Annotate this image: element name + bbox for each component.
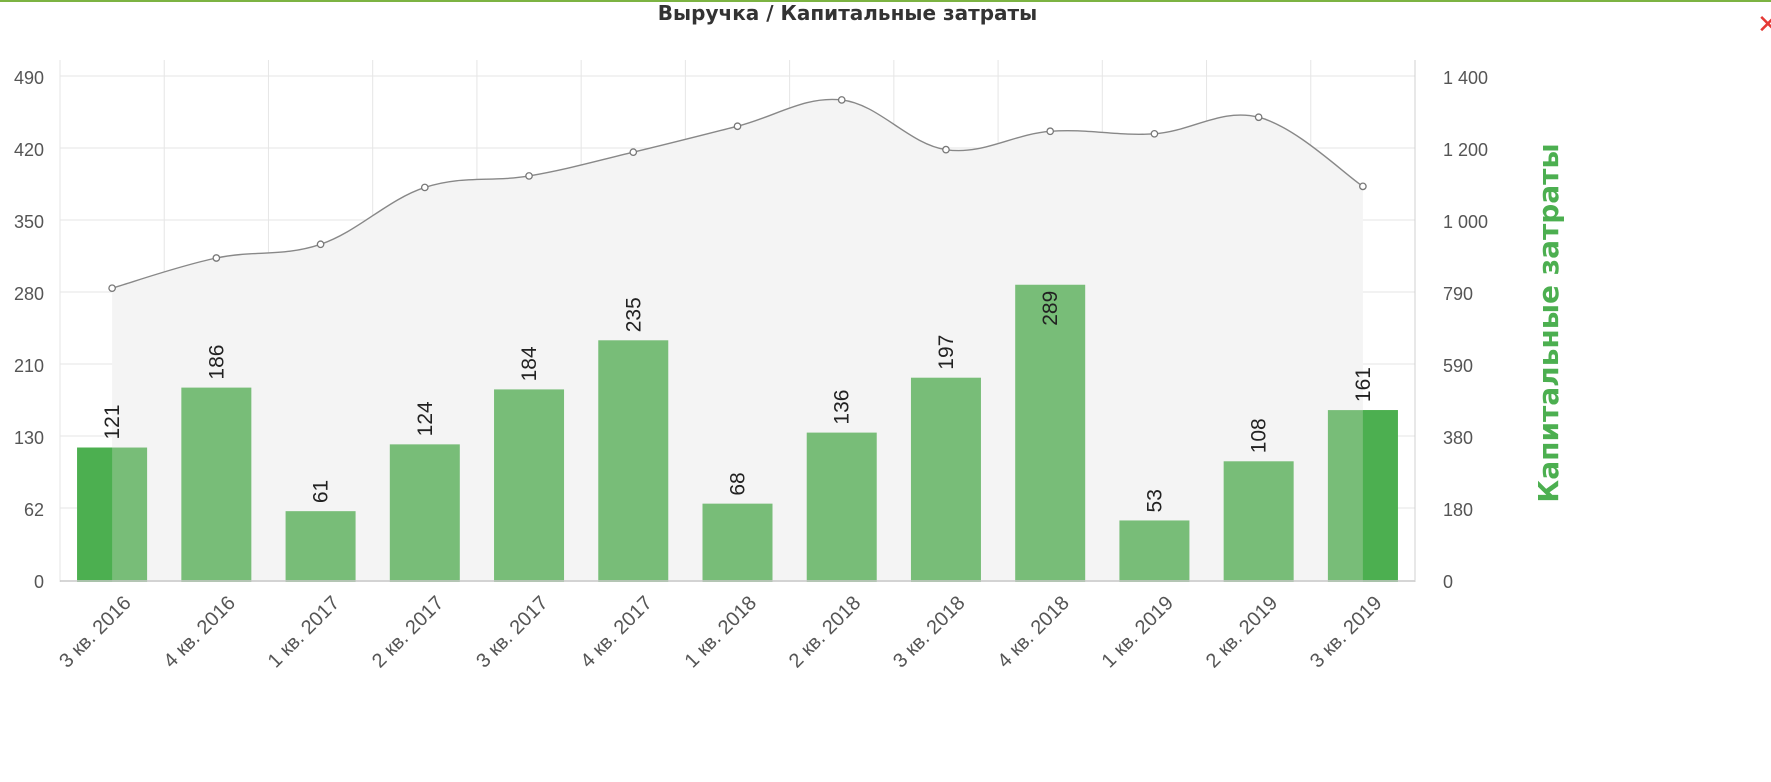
y-right-tick-label: 790: [1443, 284, 1473, 304]
bar-value-label: 161: [1352, 367, 1375, 402]
revenue-point: [212, 254, 221, 262]
x-tick-label: 3 кв. 2019: [1306, 592, 1386, 672]
y-left-tick-label: 210: [14, 356, 44, 376]
revenue-point: [525, 172, 533, 180]
x-tick-label: 1 кв. 2018: [681, 592, 761, 672]
bar-value-label: 197: [935, 335, 958, 370]
bar-1кв2018: [702, 503, 773, 582]
y-left-tick-label: 490: [14, 68, 44, 88]
bar-3кв2018: [910, 377, 981, 582]
y-right-tick-label: 1 200: [1443, 140, 1488, 160]
bar-4кв2018: [1015, 284, 1086, 582]
x-tick-label: 1 кв. 2017: [264, 592, 344, 672]
x-tick-label: 2 кв. 2019: [1202, 592, 1282, 672]
bar-value-label: 124: [414, 401, 437, 436]
bar-series: [77, 284, 1398, 582]
bar-value-label: 184: [518, 346, 541, 381]
y-right-tick-label: 380: [1443, 428, 1473, 448]
y-right-tick-label: 180: [1443, 500, 1473, 520]
chart-title: Выручка / Капитальные затраты: [657, 1, 1038, 25]
y-left-tick-label: 350: [14, 212, 44, 232]
y-right-tick-label: 1 400: [1443, 68, 1488, 88]
y-right-axis-title: Капитальные затраты: [1532, 143, 1565, 502]
x-tick-label: 3 кв. 2016: [55, 592, 135, 672]
top-accent-line: [0, 0, 1771, 2]
bar-4кв2017: [598, 340, 669, 582]
y-left-tick-label: 0: [34, 572, 44, 592]
bar-value-label: 186: [205, 345, 228, 380]
bar-value-label: 108: [1248, 418, 1271, 453]
data-labels: 121 186 61 124 184 235 68 136 197 289 53 108 161: [101, 291, 1375, 513]
bar-highlight-left: [77, 447, 113, 582]
revenue-point: [837, 96, 846, 104]
revenue-point: [733, 122, 742, 131]
bar-2кв2017: [389, 444, 460, 582]
x-tick-label: 2 кв. 2018: [785, 592, 865, 672]
x-tick-label: 2 кв. 2017: [368, 592, 448, 672]
bar-4кв2016: [181, 387, 252, 582]
revenue-point: [316, 240, 325, 249]
bar-value-label: 68: [727, 472, 750, 495]
revenue-point: [108, 284, 116, 293]
x-tick-label: 3 кв. 2017: [472, 592, 552, 672]
bar-highlight-right: [1362, 410, 1398, 582]
bar-1кв2017: [285, 511, 356, 582]
bar-value-label: 289: [1039, 291, 1062, 326]
y-left-tick-label: 420: [14, 140, 44, 160]
bar-2кв2018: [806, 432, 877, 582]
revenue-point: [942, 145, 950, 154]
revenue-point: [1359, 182, 1367, 191]
y-left-tick-label: 130: [14, 428, 44, 448]
bar-1кв2019: [1119, 520, 1190, 582]
y-left-tick-label: 62: [24, 500, 44, 520]
x-tick-label: 4 кв. 2017: [576, 592, 656, 672]
x-tick-label: 4 кв. 2018: [993, 592, 1073, 672]
y-right-tick-label: 0: [1443, 572, 1453, 592]
bar-value-label: 136: [831, 390, 854, 425]
y-right-tick-label: 1 000: [1443, 212, 1488, 232]
revenue-point: [1046, 127, 1055, 136]
bar-3кв2017: [494, 389, 565, 582]
revenue-point: [629, 148, 638, 157]
revenue-point: [1150, 129, 1159, 138]
bar-value-label: 53: [1143, 489, 1166, 512]
close-icon[interactable]: ✕: [1757, 10, 1771, 38]
bar-value-label: 61: [310, 480, 333, 503]
x-tick-label: 1 кв. 2019: [1098, 592, 1178, 672]
revenue-point: [420, 183, 429, 192]
x-tick-label: 4 кв. 2016: [160, 592, 240, 672]
y-right-tick-label: 590: [1443, 356, 1473, 376]
revenue-point: [1254, 113, 1263, 122]
bar-value-label: 235: [622, 297, 645, 332]
x-tick-label: 3 кв. 2018: [889, 592, 969, 672]
bar-value-label: 121: [101, 404, 124, 439]
bar-2кв2019: [1223, 461, 1294, 582]
y-left-tick-label: 280: [14, 284, 44, 304]
